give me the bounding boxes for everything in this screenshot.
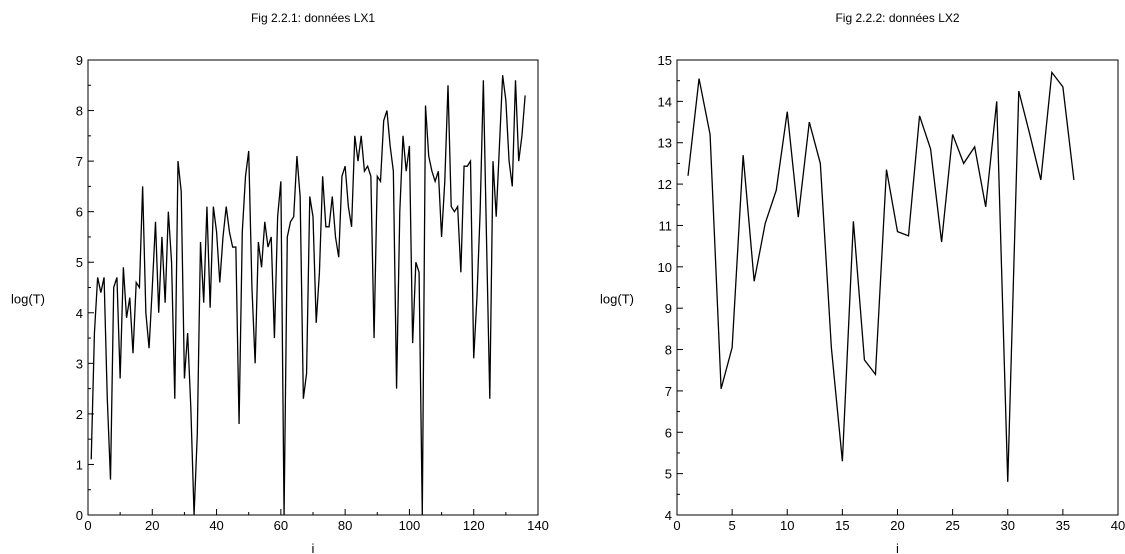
x-tick-label: 40	[209, 518, 223, 533]
y-tick-label: 12	[658, 177, 672, 192]
x-tick-label: 5	[729, 518, 736, 533]
y-axis-label: log(T)	[11, 292, 45, 307]
y-tick-label: 7	[665, 384, 672, 399]
y-tick-label: 6	[665, 425, 672, 440]
series-line	[687, 70, 1075, 482]
x-axis-label: i	[312, 541, 315, 554]
y-axis-label: log(T)	[600, 292, 634, 307]
y-tick-label: 3	[76, 356, 83, 371]
x-tick-label: 100	[399, 518, 421, 533]
x-tick-label: 0	[673, 518, 680, 533]
y-tick-label: 7	[76, 154, 83, 169]
y-tick-label: 8	[76, 104, 83, 119]
x-tick-label: 15	[835, 518, 849, 533]
y-tick-label: 4	[665, 508, 672, 523]
x-tick-label: 25	[945, 518, 959, 533]
y-tick-label: 2	[76, 407, 83, 422]
x-tick-label: 40	[1111, 518, 1125, 533]
chart-lx1: Fig 2.2.1: données LX1 0 20 40 60 80 100 120 14…	[11, 11, 549, 554]
x-tick-label: 20	[145, 518, 159, 533]
chart-title: Fig 2.2.1: données LX1	[251, 11, 375, 25]
plot-frame	[87, 59, 539, 516]
plot-frame	[676, 59, 1119, 516]
chart-lx2: Fig 2.2.2: données LX2 0 5 10 15 20 25 30 35 40 4…	[600, 11, 1125, 554]
series-marks	[687, 70, 1075, 482]
y-tick-label: 6	[76, 205, 83, 220]
y-tick-label: 4	[76, 306, 83, 321]
y-tick-label: 10	[658, 260, 672, 275]
x-tick-label: 10	[780, 518, 794, 533]
x-tick-label: 20	[890, 518, 904, 533]
y-tick-label: 13	[658, 136, 672, 151]
y-tick-label: 11	[659, 218, 673, 233]
x-tick-label: 120	[463, 518, 485, 533]
x-tick-label: 140	[527, 518, 549, 533]
y-tick-label: 0	[76, 508, 83, 523]
series-marks	[90, 75, 526, 516]
y-tick-label: 14	[658, 94, 672, 109]
x-tick-label: 60	[274, 518, 288, 533]
chart-title: Fig 2.2.2: données LX2	[835, 11, 959, 25]
x-tick-label: 30	[1001, 518, 1015, 533]
axis-ticks: 0 20 40 60 80 100 120 140 0 1 2 3 4 5 6 7 8 9	[76, 53, 549, 533]
x-tick-label: 0	[84, 518, 91, 533]
x-axis-label: i	[896, 541, 899, 554]
y-tick-label: 9	[76, 53, 83, 68]
y-tick-label: 5	[665, 467, 672, 482]
y-tick-label: 5	[76, 255, 83, 270]
series-line	[90, 75, 526, 516]
y-tick-label: 15	[658, 53, 672, 68]
y-tick-label: 8	[665, 343, 672, 358]
y-tick-label: 1	[76, 457, 83, 472]
x-tick-label: 35	[1056, 518, 1070, 533]
x-tick-label: 80	[338, 518, 352, 533]
y-tick-label: 9	[665, 301, 672, 316]
